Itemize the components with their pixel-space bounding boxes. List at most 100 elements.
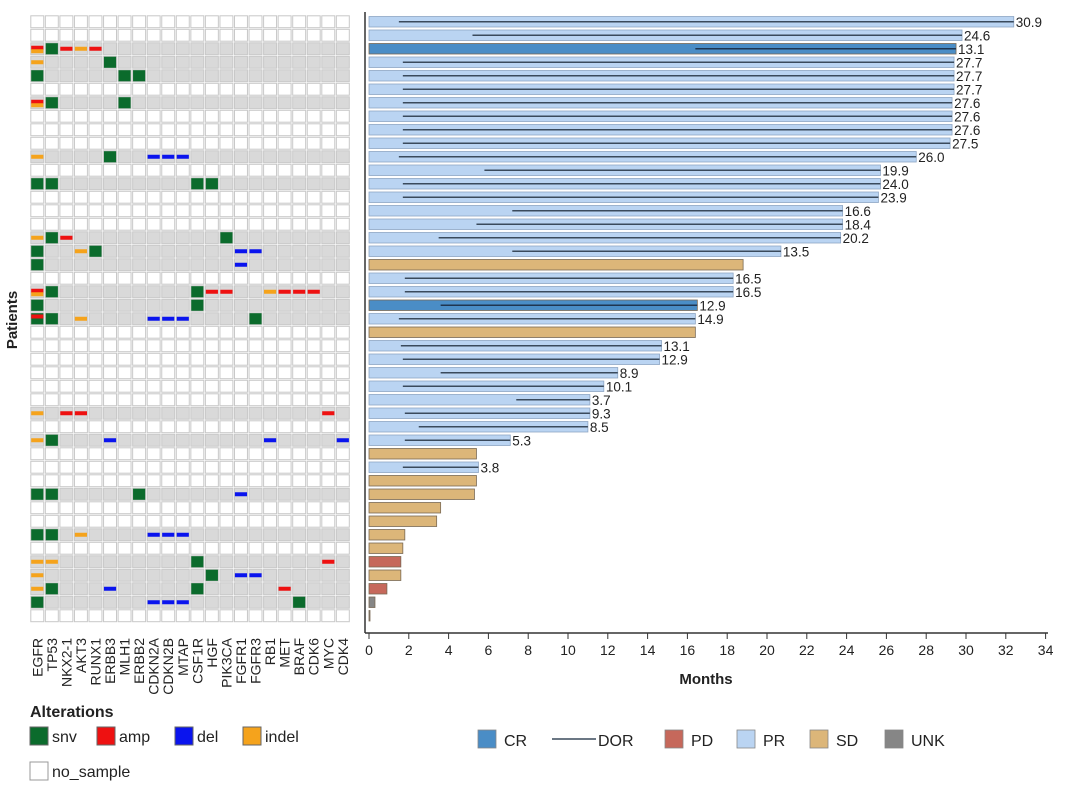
cell-no-sample bbox=[161, 393, 176, 407]
amp-mark bbox=[60, 235, 73, 240]
cell-no-sample bbox=[335, 460, 350, 474]
cell-no-sample bbox=[248, 352, 263, 366]
gene-label: RB1 bbox=[262, 638, 278, 665]
cell-no-sample bbox=[44, 123, 59, 137]
cell bbox=[219, 433, 234, 447]
cell-no-sample bbox=[146, 204, 161, 218]
del-mark bbox=[147, 600, 160, 605]
cell-no-sample bbox=[132, 447, 147, 461]
amp-mark bbox=[278, 586, 291, 591]
cell-no-sample bbox=[263, 514, 278, 528]
cell-no-sample bbox=[277, 163, 292, 177]
cell bbox=[277, 528, 292, 542]
cell-no-sample bbox=[263, 501, 278, 515]
dor-label: 30.9 bbox=[1016, 15, 1042, 30]
cell bbox=[248, 42, 263, 56]
cell bbox=[44, 406, 59, 420]
cell-no-sample bbox=[88, 420, 103, 434]
bar-sd bbox=[368, 502, 442, 514]
dor-label: 3.7 bbox=[592, 393, 611, 408]
cell-no-sample bbox=[161, 474, 176, 488]
cell bbox=[248, 285, 263, 299]
bar-sd bbox=[368, 448, 477, 460]
x-tick-label: 24 bbox=[839, 642, 855, 658]
cell-no-sample bbox=[190, 474, 205, 488]
cell bbox=[117, 42, 132, 56]
cell bbox=[161, 487, 176, 501]
cell-no-sample bbox=[88, 136, 103, 150]
cell bbox=[132, 55, 147, 69]
cell bbox=[263, 177, 278, 191]
cell-no-sample bbox=[44, 460, 59, 474]
gene-label: CSF1R bbox=[189, 638, 205, 684]
x-tick-label: 4 bbox=[445, 642, 453, 658]
cell bbox=[175, 487, 190, 501]
cell-no-sample bbox=[146, 447, 161, 461]
cell-no-sample bbox=[175, 460, 190, 474]
cell-no-sample bbox=[117, 393, 132, 407]
no_sample-legend-swatch bbox=[29, 761, 49, 781]
cell-no-sample bbox=[59, 379, 74, 393]
bar-sd bbox=[368, 326, 696, 338]
cell bbox=[161, 42, 176, 56]
cell bbox=[190, 595, 205, 609]
del-mark bbox=[176, 154, 189, 159]
cell-no-sample bbox=[161, 366, 176, 380]
cell bbox=[59, 258, 74, 272]
cell bbox=[204, 595, 219, 609]
cell-no-sample bbox=[132, 217, 147, 231]
snv-mark bbox=[133, 488, 146, 500]
cell-no-sample bbox=[204, 447, 219, 461]
cell bbox=[335, 582, 350, 596]
cell-no-sample bbox=[175, 420, 190, 434]
cell-no-sample bbox=[277, 514, 292, 528]
x-tick-label: 16 bbox=[680, 642, 696, 658]
cell-no-sample bbox=[277, 352, 292, 366]
del-mark bbox=[249, 573, 262, 578]
pd-legend-label: PD bbox=[691, 733, 713, 750]
cell-no-sample bbox=[277, 82, 292, 96]
cell bbox=[146, 582, 161, 596]
cell-no-sample bbox=[263, 352, 278, 366]
cell-no-sample bbox=[161, 609, 176, 623]
cell bbox=[73, 433, 88, 447]
cell-no-sample bbox=[204, 393, 219, 407]
cell-no-sample bbox=[103, 379, 118, 393]
cell-no-sample bbox=[321, 136, 336, 150]
cell bbox=[321, 69, 336, 83]
cell-no-sample bbox=[219, 514, 234, 528]
cell bbox=[321, 244, 336, 258]
cell bbox=[59, 96, 74, 110]
cell-no-sample bbox=[204, 352, 219, 366]
cell bbox=[59, 433, 74, 447]
cell bbox=[263, 258, 278, 272]
cell-no-sample bbox=[103, 501, 118, 515]
cell bbox=[146, 555, 161, 569]
cell bbox=[146, 568, 161, 582]
cell bbox=[321, 231, 336, 245]
cell-no-sample bbox=[117, 541, 132, 555]
cell-no-sample bbox=[175, 366, 190, 380]
cell-no-sample bbox=[263, 15, 278, 29]
cell bbox=[59, 568, 74, 582]
cell-no-sample bbox=[335, 271, 350, 285]
cell bbox=[175, 582, 190, 596]
cell bbox=[161, 55, 176, 69]
cell bbox=[88, 96, 103, 110]
cell bbox=[44, 298, 59, 312]
cell bbox=[88, 406, 103, 420]
cell bbox=[117, 555, 132, 569]
cell-no-sample bbox=[103, 190, 118, 204]
del-mark bbox=[336, 438, 349, 443]
snv-mark bbox=[45, 529, 58, 541]
cell-no-sample bbox=[190, 514, 205, 528]
dor-label: 13.1 bbox=[958, 42, 984, 57]
cell-no-sample bbox=[30, 123, 45, 137]
cell-no-sample bbox=[132, 325, 147, 339]
cell-no-sample bbox=[292, 460, 307, 474]
cell-no-sample bbox=[234, 379, 248, 393]
cell bbox=[292, 69, 307, 83]
cell-no-sample bbox=[234, 123, 248, 137]
cell-no-sample bbox=[263, 325, 278, 339]
cell-no-sample bbox=[321, 325, 336, 339]
